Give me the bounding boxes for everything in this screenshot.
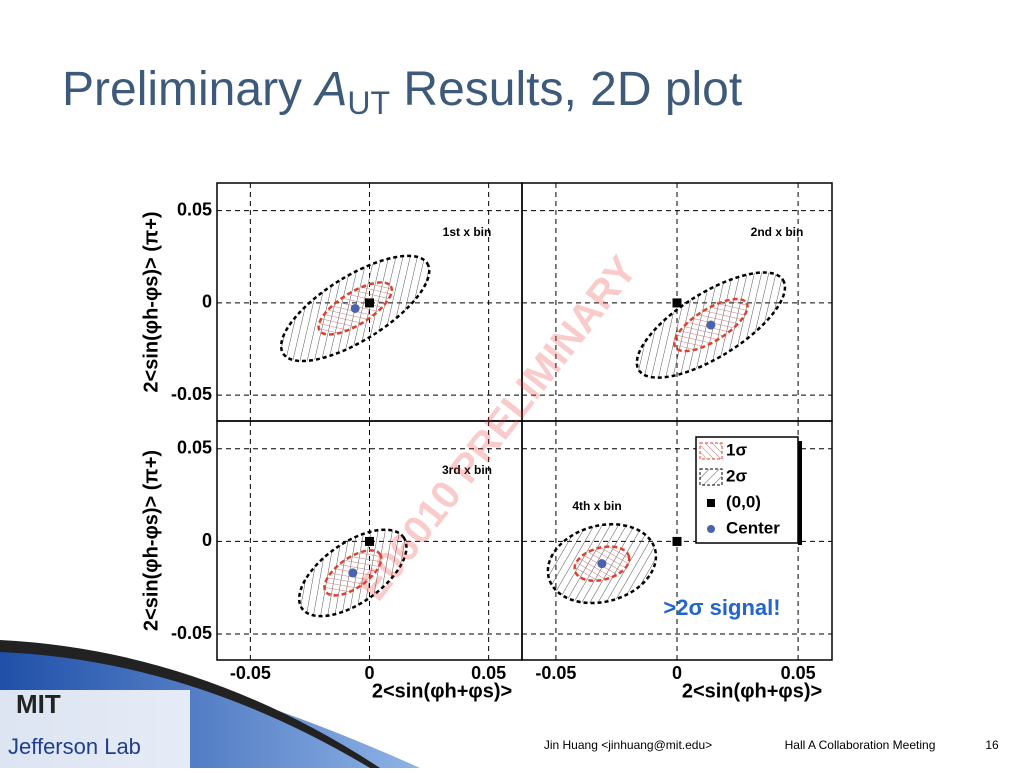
center-point [706, 320, 716, 330]
origin-point [672, 536, 682, 546]
legend-swatch [707, 525, 715, 533]
legend-label: (0,0) [726, 492, 761, 511]
swoosh-dark [0, 640, 380, 768]
y-tick-label: -0.05 [171, 384, 212, 404]
center-point [597, 559, 607, 569]
title-pre: Preliminary [62, 63, 315, 116]
y-axis-label: 2<sin(φh-φs)> (π+) [140, 450, 162, 631]
x-tick-label: 0.05 [471, 663, 506, 683]
panel-title: 3rd x bin [442, 463, 492, 477]
origin-point [365, 298, 374, 308]
legend-label: Center [726, 518, 780, 537]
legend-label: 1σ [726, 440, 747, 459]
y-tick-label: 0 [202, 292, 212, 312]
y-axis-label: 2<sin(φh-φs)> (π+) [140, 211, 162, 392]
mit-logo: MIT [16, 689, 61, 719]
legend-label: 2σ [726, 466, 747, 485]
logo-bg [0, 690, 190, 768]
y-tick-label: -0.05 [171, 623, 212, 643]
legend-swatch [707, 499, 715, 507]
origin-point [365, 536, 374, 546]
x-tick-label: 0 [364, 663, 374, 683]
center-point [348, 568, 358, 578]
legend-swatch [699, 468, 723, 486]
footer-page: 16 [985, 738, 999, 752]
footer-author: Jin Huang <jinhuang@mit.edu> [544, 738, 712, 752]
x-axis-label: 2<sin(φh+φs)> [372, 680, 512, 702]
x-tick-label: -0.05 [230, 663, 271, 683]
slide-title: Preliminary AUT Results, 2D plot [62, 63, 742, 122]
y-tick-label: 0.05 [177, 438, 212, 458]
title-post: Results, 2D plot [390, 63, 742, 116]
panel-title: 4th x bin [572, 499, 621, 513]
plots: -0.05 0 0.05 2<sin(φh-φs)> (π+) 1st x bin 2nd… [140, 182, 833, 702]
legend-swatch [699, 442, 723, 460]
y-tick-label: 0 [202, 530, 212, 550]
x-tick-label: 0 [672, 663, 682, 683]
x-tick-label: -0.05 [535, 663, 576, 683]
legend-shadow [798, 441, 802, 545]
y-tick-label: 0.05 [177, 199, 212, 219]
center-point [350, 303, 360, 313]
annotation: >2σ signal! [663, 595, 780, 620]
origin-point [672, 298, 682, 308]
panel-title: 2nd x bin [751, 225, 804, 239]
jlab-logo: Jefferson Lab [8, 734, 141, 759]
title-sub: UT [347, 85, 390, 121]
footer-meeting: Hall A Collaboration Meeting [785, 738, 936, 752]
title-italic: A [312, 63, 347, 116]
x-axis-label: 2<sin(φh+φs)> [682, 680, 822, 702]
panel-title: 1st x bin [443, 225, 492, 239]
x-tick-label: 0.05 [781, 663, 816, 683]
